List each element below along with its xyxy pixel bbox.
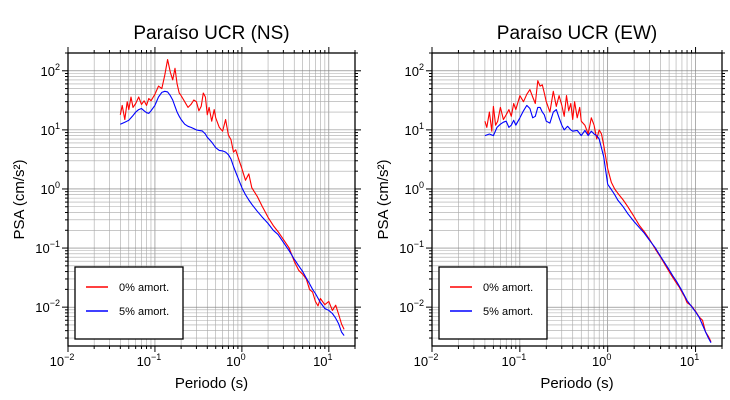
x-axis-label: Periodo (s) (175, 375, 248, 392)
legend: 0% amort. 5% amort. (438, 266, 548, 340)
y-axis-label: PSA (cm/s²) (11, 159, 28, 239)
x-tick-label: 101 (313, 352, 332, 369)
chart-title: Paraíso UCR (EW) (497, 23, 657, 44)
y-tick-label: 10−1 (399, 239, 424, 256)
series-line-damped (484, 104, 712, 343)
x-tick-label: 100 (226, 352, 245, 369)
x-tick-label: 10−1 (137, 352, 162, 369)
x-tick-label: 10−2 (50, 352, 75, 369)
y-tick-label: 102 (41, 62, 60, 79)
chart-ew: 10−2 10−1 100 101 10−2 10−1 100 101 102 Paraíso U… (375, 23, 728, 392)
chart-ns: 10−2 10−1 100 101 10−2 10−1 100 101 102 Paraíso U… (11, 23, 361, 392)
gridlines (431, 52, 723, 346)
y-tick-label: 100 (405, 180, 424, 197)
y-tick-label: 101 (41, 121, 60, 138)
series-line-undamped (484, 80, 712, 342)
legend-label: 5% amort. (483, 306, 533, 318)
legend-label: 0% amort. (483, 282, 533, 294)
legend-label: 5% amort. (119, 306, 169, 318)
legend-box (74, 266, 184, 340)
legend: 0% amort. 5% amort. (74, 266, 184, 340)
x-tick-label: 101 (680, 352, 699, 369)
y-tick-label: 102 (405, 62, 424, 79)
y-tick-label: 10−2 (35, 298, 60, 315)
chart-title: Paraíso UCR (NS) (133, 23, 289, 44)
y-tick-label: 10−2 (399, 298, 424, 315)
y-tick-label: 101 (405, 121, 424, 138)
y-axis-label: PSA (cm/s²) (375, 159, 392, 239)
x-tick-label: 100 (592, 352, 611, 369)
legend-box (438, 266, 548, 340)
series-line-undamped (119, 58, 345, 330)
y-tick-label: 100 (41, 180, 60, 197)
plot-frame (67, 52, 356, 347)
x-tick-label: 10−1 (501, 352, 526, 369)
plot-frame (431, 52, 723, 347)
x-tick-label: 10−2 (414, 352, 439, 369)
x-axis-label: Periodo (s) (540, 375, 613, 392)
series-line-damped (120, 90, 345, 336)
y-tick-label: 10−1 (35, 239, 60, 256)
legend-label: 0% amort. (119, 282, 169, 294)
